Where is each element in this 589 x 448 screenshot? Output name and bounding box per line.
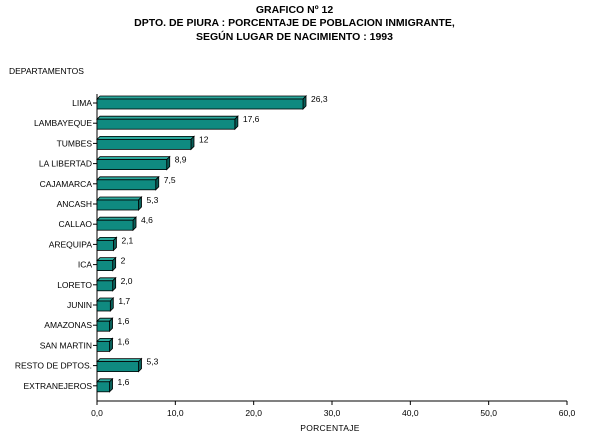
- bar-value-label: 2,0: [121, 276, 133, 286]
- bar: [96, 381, 110, 393]
- category-label: TUMBES: [57, 138, 93, 148]
- bar: [96, 98, 304, 110]
- bar-top-face: [96, 358, 143, 363]
- bar-top-face: [96, 135, 195, 140]
- category-label: CALLAO: [58, 219, 92, 229]
- x-tick-label: 20,0: [245, 408, 262, 418]
- bar: [96, 199, 139, 211]
- bar: [96, 118, 236, 130]
- category-label: LIMA: [72, 98, 92, 108]
- category-label: RESTO DE DPTOS.: [15, 361, 92, 371]
- x-tick-label: 40,0: [402, 408, 419, 418]
- category-label: JUNIN: [67, 300, 92, 310]
- x-axis-title: PORCENTAJE: [300, 423, 360, 433]
- bar: [96, 300, 111, 312]
- bar: [96, 340, 110, 352]
- bar-value-label: 17,6: [243, 114, 260, 124]
- chart-title-line-2: DPTO. DE PIURA : PORCENTAJE DE POBLACION…: [134, 17, 455, 29]
- x-tick-label: 0,0: [91, 408, 103, 418]
- x-tick-label: 50,0: [480, 408, 497, 418]
- chart-title-line-3: SEGÚN LUGAR DE NACIMIENTO : 1993: [195, 31, 393, 43]
- bar-value-label: 7,5: [164, 175, 176, 185]
- bar-value-label: 1,6: [118, 336, 130, 346]
- x-tick-label: 10,0: [167, 408, 184, 418]
- bar-top-face: [96, 95, 307, 100]
- y-axis-title: DEPARTAMENTOS: [9, 66, 84, 76]
- category-label: EXTRANEJEROS: [24, 381, 93, 391]
- bar: [96, 239, 114, 251]
- bar-top-face: [96, 115, 239, 120]
- category-label: LA LIBERTAD: [39, 159, 92, 169]
- bar-value-label: 12: [199, 134, 209, 144]
- category-label: AMAZONAS: [44, 320, 92, 330]
- category-label: ICA: [78, 260, 93, 270]
- bar-value-label: 1,6: [118, 316, 130, 326]
- bar-value-label: 1,7: [118, 296, 130, 306]
- category-label: LORETO: [57, 280, 92, 290]
- bar-top-face: [96, 216, 137, 221]
- bar-value-label: 1,6: [118, 377, 130, 387]
- category-label: CAJAMARCA: [40, 179, 93, 189]
- bar: [96, 280, 114, 292]
- category-label: SAN MARTIN: [40, 340, 92, 350]
- x-tick-label: 60,0: [559, 408, 576, 418]
- bar-value-label: 2,1: [121, 235, 133, 245]
- bar: [96, 179, 157, 191]
- bar: [96, 138, 192, 150]
- bar-value-label: 5,3: [147, 357, 159, 367]
- bar: [96, 159, 168, 171]
- bar-top-face: [96, 176, 160, 181]
- bar-top-face: [96, 196, 143, 201]
- bar-value-label: 2: [121, 256, 126, 266]
- chart-title-line-1: GRAFICO Nº 12: [255, 4, 334, 16]
- category-label: LAMBAYEQUE: [34, 118, 92, 128]
- bar-value-label: 8,9: [175, 155, 187, 165]
- bar: [96, 320, 110, 332]
- bar-value-label: 26,3: [311, 94, 328, 104]
- bar: [96, 361, 139, 373]
- bar-value-label: 4,6: [141, 215, 153, 225]
- bar: [96, 219, 134, 231]
- category-label: ANCASH: [57, 199, 92, 209]
- category-label: AREQUIPA: [49, 239, 93, 249]
- bar: [96, 260, 114, 272]
- bar-top-face: [96, 156, 171, 161]
- bar-value-label: 5,3: [147, 195, 159, 205]
- x-tick-label: 30,0: [324, 408, 341, 418]
